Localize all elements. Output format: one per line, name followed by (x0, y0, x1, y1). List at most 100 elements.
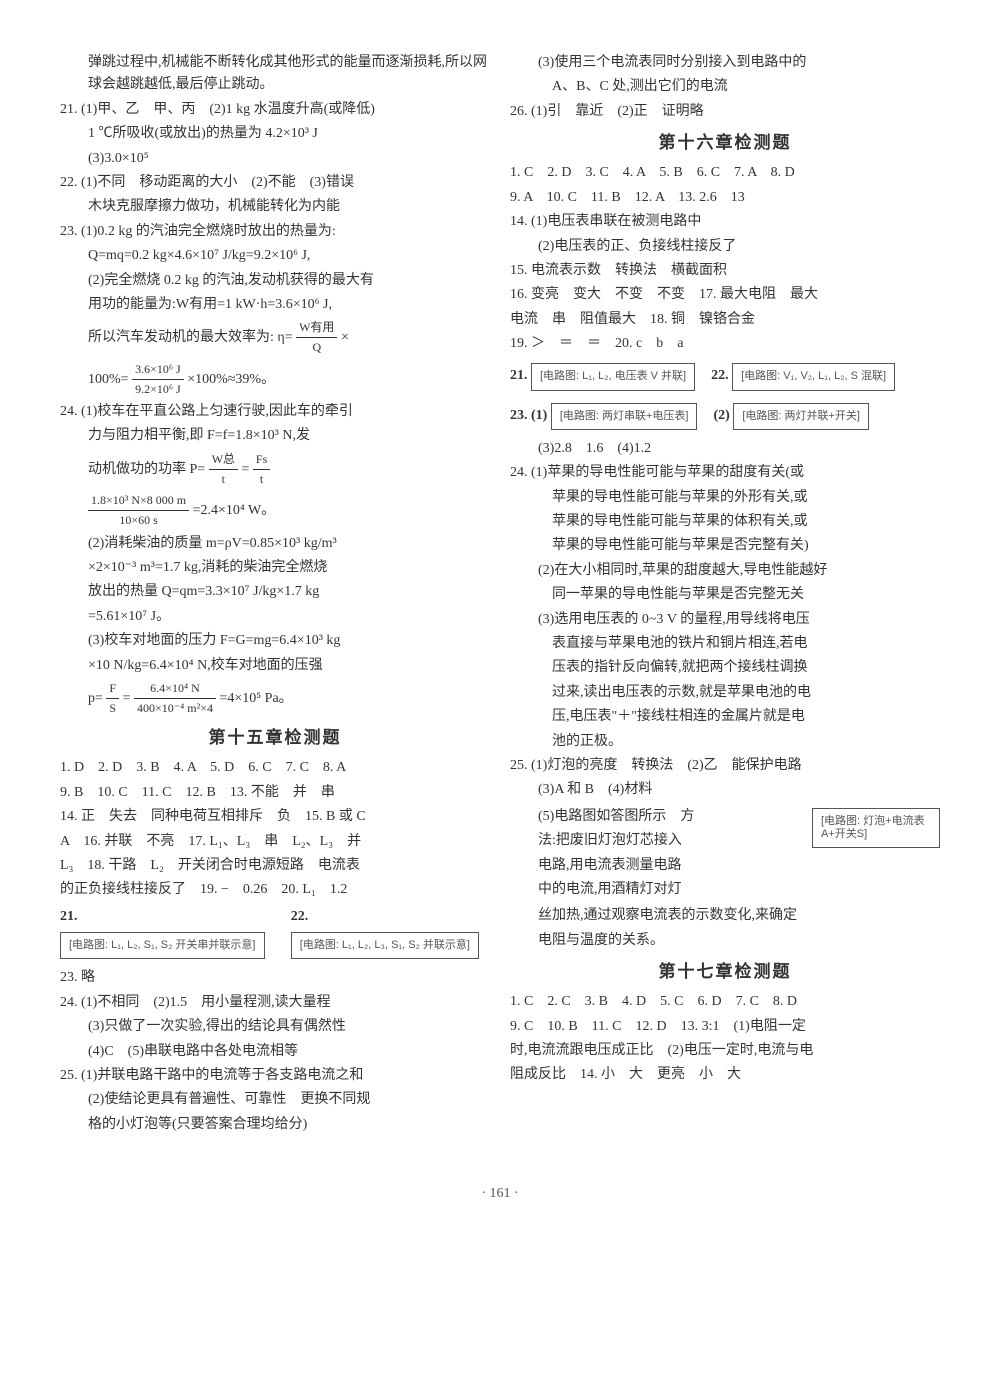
text-line: 时,电流流跟电压成正比 (2)电压一定时,电流与电 (510, 1040, 940, 1062)
circuit-22: 22. [电路图: L₁, L₂, L₃, S₁, S₂ 并联示意] (291, 906, 490, 964)
fraction: W有用 Q (296, 318, 337, 357)
text-line: (2)完全燃烧 0.2 kg 的汽油,发动机获得的最大有 (60, 270, 490, 292)
text-line: Q=mq=0.2 kg×4.6×10⁷ J/kg=9.2×10⁶ J, (60, 245, 490, 267)
fraction: Fs t (253, 450, 270, 489)
formula-line: 1.8×10³ N×8 000 m 10×60 s =2.4×10⁴ W。 (60, 491, 490, 530)
circuit-diagram-icon: [电路图: L₁, L₂, S₁, S₂ 开关串并联示意] (60, 932, 265, 959)
mc-answers: 9. C 10. B 11. C 12. D 13. 3:1 (1)电阻一定 (510, 1016, 940, 1038)
text-line: (2)电压表的正、负接线柱接反了 (510, 236, 940, 258)
text-line: (2)使结论更具有普遍性、可靠性 更换不同规 (60, 1089, 490, 1111)
text-line: 24. (1)苹果的导电性能可能与苹果的甜度有关(或 (510, 462, 940, 484)
text-line: 阻成反比 14. 小 大 更亮 小 大 (510, 1064, 940, 1086)
formula-line: 所以汽车发动机的最大效率为: η= W有用 Q × (60, 318, 490, 357)
text-line: L₃ 18. 干路 L₂ 开关闭合时电源短路 电流表 (60, 855, 490, 877)
text-line: 格的小灯泡等(只要答案合理均给分) (60, 1114, 490, 1136)
circuit-23a: 23. (1) [电路图: 两灯串联+电压表] (510, 399, 697, 434)
text: =2.4×10⁴ W。 (193, 503, 276, 518)
text-line: 21. (1)甲、乙 甲、丙 (2)1 kg 水温度升高(或降低) (60, 99, 490, 121)
page-number: · 161 · (0, 1186, 1000, 1202)
text: =4×10⁵ Pa。 (219, 691, 292, 706)
text-line: 19. ＞ ＝ ＝ 20. c b a (510, 333, 940, 355)
text-line: (2)消耗柴油的质量 m=ρV=0.85×10³ kg/m³ (60, 533, 490, 555)
text-line: 电阻与温度的关系。 (510, 930, 940, 952)
fraction: 1.8×10³ N×8 000 m 10×60 s (88, 491, 189, 530)
text-line: 14. 正 失去 同种电荷互相排斥 负 15. B 或 C (60, 806, 490, 828)
mc-answers: 9. A 10. C 11. B 12. A 13. 2.6 13 (510, 187, 940, 209)
text-line: 过来,读出电压表的示数,就是苹果电池的电 (510, 682, 940, 704)
text-line: 表直接与苹果电池的铁片和铜片相连,若电 (510, 633, 940, 655)
circuit-21: 21. [电路图: L₁, L₂, 电压表 V 并联] (510, 359, 695, 394)
text-line: 23. 略 (60, 967, 490, 989)
formula-line: 动机做功的功率 P= W总 t = Fs t (60, 450, 490, 489)
right-column: (3)使用三个电流表同时分别接入到电路中的 A、B、C 处,测出它们的电流 26… (510, 50, 940, 1138)
text-line: 24. (1)不相同 (2)1.5 用小量程测,读大量程 (60, 992, 490, 1014)
page: 弹跳过程中,机械能不断转化成其他形式的能量而逐渐损耗,所以网球会越跳越低,最后停… (0, 0, 1000, 1168)
circuit-row: 21. [电路图: L₁, L₂, 电压表 V 并联] 22. [电路图: V₁… (510, 359, 940, 394)
text-line: 法:把废旧灯泡灯芯接入 (510, 830, 804, 852)
q25-with-figure: (5)电路图如答图所示 方 法:把废旧灯泡灯芯接入 电路,用电流表测量电路 中的… (510, 804, 940, 904)
text-line: (4)C (5)串联电路中各处电流相等 (60, 1041, 490, 1063)
chapter-16-title: 第十六章检测题 (510, 129, 940, 156)
text-line: 用功的能量为:W有用=1 kW·h=3.6×10⁶ J, (60, 294, 490, 316)
text-line: =5.61×10⁷ J。 (60, 606, 490, 628)
text-line: 15. 电流表示数 转换法 横截面积 (510, 260, 940, 282)
formula-line: 100%= 3.6×10⁶ J 9.2×10⁶ J ×100%≈39%。 (60, 360, 490, 399)
text-line: 苹果的导电性能可能与苹果是否完整有关) (510, 535, 940, 557)
text-line: 中的电流,用酒精灯对灯 (510, 879, 804, 901)
text-line: 1 ℃所吸收(或放出)的热量为 4.2×10³ J (60, 123, 490, 145)
circuit-diagram-icon: [电路图: 两灯串联+电压表] (551, 403, 698, 430)
text-line: 23. (1)0.2 kg 的汽油完全燃烧时放出的热量为: (60, 221, 490, 243)
text-line: 25. (1)并联电路干路中的电流等于各支路电流之和 (60, 1065, 490, 1087)
text: 所以汽车发动机的最大效率为: η= (88, 330, 293, 345)
text-line: 电流 串 阻值最大 18. 铜 镍铬合金 (510, 309, 940, 331)
circuit-diagram-icon: [电路图: 两灯并联+开关] (733, 403, 869, 430)
circuit-diagram-icon: [电路图: L₁, L₂, 电压表 V 并联] (531, 363, 695, 390)
text: p= (88, 691, 103, 706)
text: ×100%≈39%。 (187, 372, 275, 387)
formula-line: p= F S = 6.4×10⁴ N 400×10⁻⁴ m²×4 =4×10⁵ … (60, 679, 490, 718)
text-line: (3)2.8 1.6 (4)1.2 (510, 438, 940, 460)
text-line: ×2×10⁻³ m³=1.7 kg,消耗的柴油完全燃烧 (60, 557, 490, 579)
text-line: 22. (1)不同 移动距离的大小 (2)不能 (3)错误 (60, 172, 490, 194)
chapter-17-title: 第十七章检测题 (510, 958, 940, 985)
text-line: 力与阻力相平衡,即 F=f=1.8×10³ N,发 (60, 425, 490, 447)
fraction: 3.6×10⁶ J 9.2×10⁶ J (132, 360, 184, 399)
left-column: 弹跳过程中,机械能不断转化成其他形式的能量而逐渐损耗,所以网球会越跳越低,最后停… (60, 50, 490, 1138)
text-line: 电路,用电流表测量电路 (510, 855, 804, 877)
circuit-diagram-icon: [电路图: V₁, V₂, L₁, L₂, S 混联] (732, 363, 895, 390)
fraction: F S (106, 679, 119, 718)
text-line: 25. (1)灯泡的亮度 转换法 (2)乙 能保护电路 (510, 755, 940, 777)
mc-answers: 1. C 2. C 3. B 4. D 5. C 6. D 7. C 8. D (510, 991, 940, 1013)
text-line: 放出的热量 Q=qm=3.3×10⁷ J/kg×1.7 kg (60, 581, 490, 603)
text-line: (3)使用三个电流表同时分别接入到电路中的 (510, 52, 940, 74)
fraction: W总 t (209, 450, 238, 489)
circuit-row: 21. [电路图: L₁, L₂, S₁, S₂ 开关串并联示意] 22. [电… (60, 906, 490, 964)
text: = (242, 462, 250, 477)
circuit-22: 22. [电路图: V₁, V₂, L₁, L₂, S 混联] (711, 359, 895, 394)
circuit-21: 21. [电路图: L₁, L₂, S₁, S₂ 开关串并联示意] (60, 906, 275, 964)
circuit-diagram-icon: [电路图: L₁, L₂, L₃, S₁, S₂ 并联示意] (291, 932, 479, 959)
text-line: 苹果的导电性能可能与苹果的体积有关,或 (510, 511, 940, 533)
text-line: (3)校车对地面的压力 F=G=mg=6.4×10³ kg (60, 630, 490, 652)
chapter-15-title: 第十五章检测题 (60, 724, 490, 751)
text: = (123, 691, 131, 706)
text: × (341, 330, 349, 345)
circuit-row: 23. (1) [电路图: 两灯串联+电压表] (2) [电路图: 两灯并联+开… (510, 399, 940, 434)
fraction: 6.4×10⁴ N 400×10⁻⁴ m²×4 (134, 679, 216, 718)
text-line: 24. (1)校车在平直公路上匀速行驶,因此车的牵引 (60, 401, 490, 423)
text-line: 14. (1)电压表串联在被测电路中 (510, 211, 940, 233)
mc-answers: 1. D 2. D 3. B 4. A 5. D 6. C 7. C 8. A (60, 757, 490, 779)
text-line: (3)选用电压表的 0~3 V 的量程,用导线将电压 (510, 609, 940, 631)
text-line: (3)A 和 B (4)材料 (510, 779, 940, 801)
circuit-23b: (2) [电路图: 两灯并联+开关] (713, 399, 868, 434)
text-line: (3)只做了一次实验,得出的结论具有偶然性 (60, 1016, 490, 1038)
text-line: A、B、C 处,测出它们的电流 (510, 76, 940, 98)
text-line: 池的正极。 (510, 731, 940, 753)
text-line: (2)在大小相同时,苹果的甜度越大,导电性能越好 (510, 560, 940, 582)
text-line: 丝加热,通过观察电流表的示数变化,来确定 (510, 905, 940, 927)
mc-answers: 9. B 10. C 11. C 12. B 13. 不能 并 串 (60, 782, 490, 804)
text-line: 16. 变亮 变大 不变 不变 17. 最大电阻 最大 (510, 284, 940, 306)
text-line: 压,电压表"＋"接线柱相连的金属片就是电 (510, 706, 940, 728)
text: 100%= (88, 372, 129, 387)
mc-answers: 1. C 2. D 3. C 4. A 5. B 6. C 7. A 8. D (510, 162, 940, 184)
